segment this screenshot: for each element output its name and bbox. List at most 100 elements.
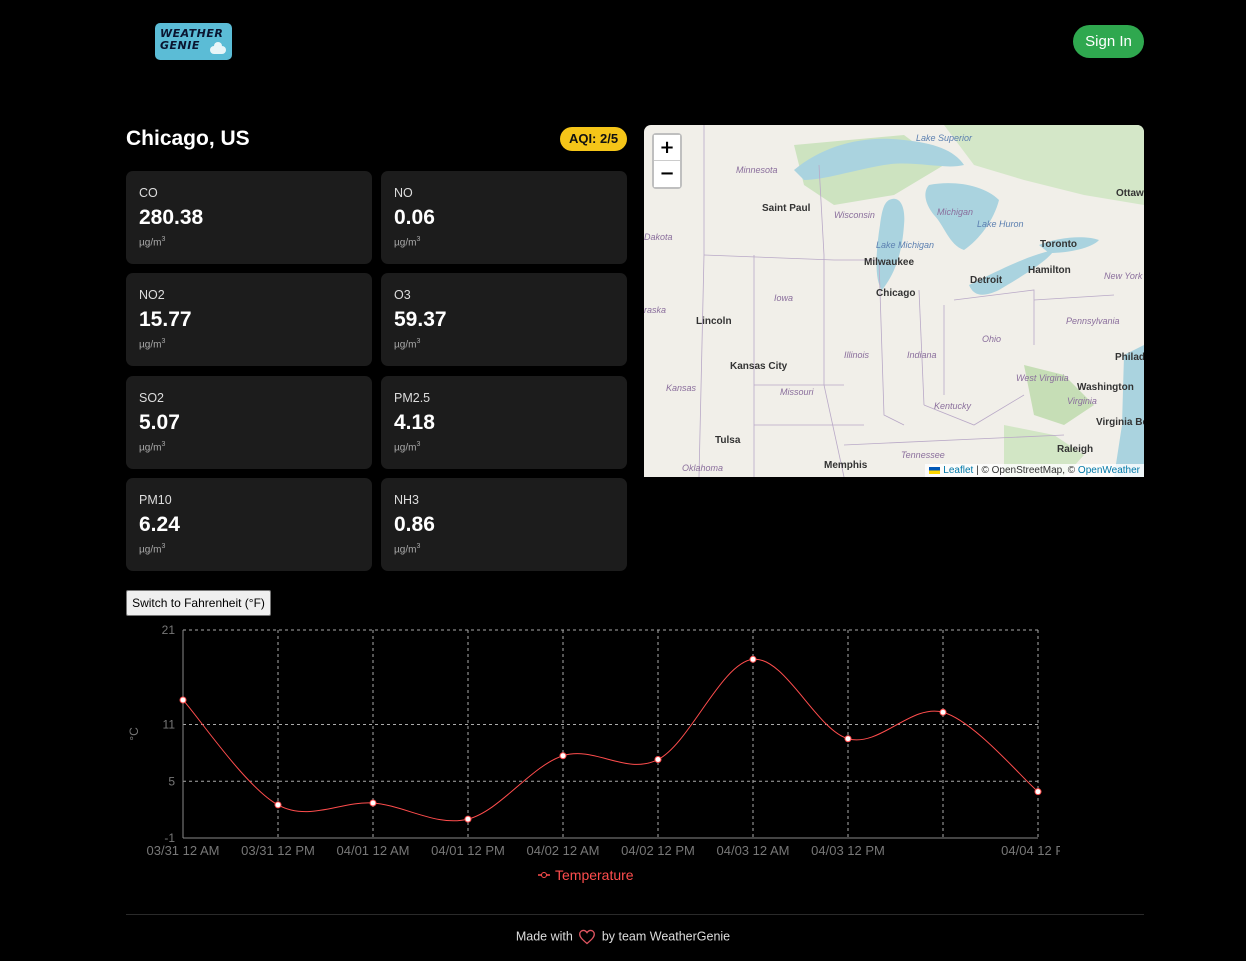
map-tiles [698, 125, 1144, 477]
zoom-in-button[interactable]: + [654, 135, 680, 161]
x-tick-label: 03/31 12 PM [241, 843, 315, 858]
map-label-washington: Washington [1077, 382, 1134, 393]
map-label-iowa: Iowa [774, 293, 794, 303]
sign-in-button[interactable]: Sign In [1073, 25, 1144, 58]
pollutant-name: CO [139, 186, 158, 200]
pollutant-card-o3: O3 59.37 µg/m3 [381, 273, 627, 366]
map-label-chicago: Chicago [876, 288, 916, 299]
map-label-milwaukee: Milwaukee [864, 257, 915, 268]
map-label-raska: raska [644, 305, 667, 315]
footer-divider [126, 914, 1144, 915]
map-label-michigan: Michigan [937, 207, 974, 217]
x-tick-label: 04/02 12 PM [621, 843, 695, 858]
footer-prefix: Made with [515, 929, 573, 944]
data-point [654, 756, 662, 764]
pollutant-card-so2: SO2 5.07 µg/m3 [126, 376, 372, 469]
logo-line-2: GENIE [160, 39, 200, 52]
pollutant-value: 280.38 [139, 206, 204, 229]
map-label-kansas: Kansas [666, 383, 697, 393]
data-point [1034, 788, 1042, 796]
pollutant-value: 59.37 [394, 308, 447, 331]
pollutant-unit: µg/m3 [394, 236, 421, 249]
map-label-virginia-be: Virginia Be [1096, 417, 1144, 428]
legend-marker [541, 872, 547, 878]
data-point [749, 655, 757, 663]
map-label-pennsylvania: Pennsylvania [1066, 316, 1120, 326]
map-label-illinois: Illinois [844, 350, 870, 360]
map-label-lake-huron: Lake Huron [977, 219, 1024, 229]
pollutant-name: NH3 [394, 493, 420, 507]
y-tick-label: 21 [162, 623, 176, 637]
map-label-ohio: Ohio [982, 334, 1002, 344]
x-tick-label: 03/31 12 AM [147, 843, 220, 858]
map-label-lincoln: Lincoln [696, 316, 732, 327]
map-label-raleigh: Raleigh [1057, 444, 1094, 455]
map-label-west-virginia: West Virginia [1016, 373, 1069, 383]
data-point [179, 696, 187, 704]
pollutant-unit: µg/m3 [394, 441, 421, 454]
pollutant-value: 0.86 [394, 513, 435, 536]
map-label-lake-superior: Lake Superior [916, 133, 973, 143]
map-label-kansas-city: Kansas City [730, 361, 788, 372]
map-label-wisconsin: Wisconsin [834, 210, 875, 220]
heart-icon [579, 929, 596, 945]
map-label-memphis: Memphis [824, 460, 868, 471]
footer-suffix: by team WeatherGenie [601, 929, 731, 944]
y-axis-label: °C [127, 727, 141, 741]
legend-label: Temperature [555, 867, 634, 883]
x-tick-label: 04/03 12 AM [717, 843, 790, 858]
pollutant-unit: µg/m3 [139, 441, 166, 454]
x-tick-label: 04/02 12 AM [527, 843, 600, 858]
attribution-separator: | © OpenStreetMap, © [973, 465, 1078, 476]
pollutant-name: O3 [394, 288, 411, 302]
map-label-virginia: Virginia [1067, 396, 1097, 406]
pollutant-unit: µg/m3 [139, 338, 166, 351]
map-label-oklahoma: Oklahoma [682, 463, 724, 473]
y-tick-label: -1 [164, 831, 175, 845]
pollutant-card-pm10: PM10 6.24 µg/m3 [126, 478, 372, 571]
pollutant-card-pm25: PM2.5 4.18 µg/m3 [381, 376, 627, 469]
unit-toggle-button[interactable]: Switch to Fahrenheit (°F) [126, 590, 271, 616]
pollutant-value: 5.07 [139, 411, 180, 434]
map[interactable]: Minnesota Saint Paul Wisconsin Michigan Lake… [644, 125, 1144, 477]
pollutant-value: 15.77 [139, 308, 192, 331]
y-tick-label: 5 [168, 774, 175, 788]
data-point [464, 815, 472, 823]
pollutant-name: NO [394, 186, 413, 200]
aqi-badge: AQI: 2/5 [560, 127, 627, 151]
map-label-toronto: Toronto [1040, 239, 1078, 250]
map-label-missouri: Missouri [780, 387, 814, 397]
map-label-philad: Philad [1115, 352, 1144, 363]
footer: Made with by team WeatherGenie [0, 929, 1246, 945]
data-point [844, 735, 852, 743]
x-tick-label: 04/03 12 PM [811, 843, 885, 858]
pollutant-value: 0.06 [394, 206, 435, 229]
y-tick-label: 11 [163, 718, 176, 732]
map-zoom-control: + − [652, 133, 682, 189]
data-point [939, 708, 947, 716]
pollutant-card-no2: NO2 15.77 µg/m3 [126, 273, 372, 366]
pollutant-unit: µg/m3 [394, 543, 421, 556]
ukraine-flag-icon [929, 466, 941, 474]
series-line-temperature [182, 658, 1039, 822]
map-label-hamilton: Hamilton [1028, 265, 1071, 276]
pollutant-value: 6.24 [139, 513, 180, 536]
pollutant-name: NO2 [139, 288, 165, 302]
map-label-kentucky: Kentucky [934, 401, 972, 411]
pollutant-unit: µg/m3 [139, 236, 166, 249]
map-label-tulsa: Tulsa [715, 435, 741, 446]
map-label-ottaw: Ottaw [1116, 188, 1144, 199]
x-tick-label: 04/04 12 PM [1001, 843, 1060, 858]
map-label-indiana: Indiana [907, 350, 937, 360]
pollutant-card-no: NO 0.06 µg/m3 [381, 171, 627, 264]
data-point [369, 799, 377, 807]
leaflet-link[interactable]: Leaflet [943, 465, 974, 476]
temperature-chart: -1 5 11 21 °C 03/31 12 AM 03/31 12 PM 04/01 12 … [127, 623, 1060, 883]
map-label-tennessee: Tennessee [901, 450, 945, 460]
pollutant-unit: µg/m3 [139, 543, 166, 556]
zoom-out-button[interactable]: − [654, 161, 680, 187]
x-tick-label: 04/01 12 PM [431, 843, 505, 858]
logo[interactable]: WEATHER GENIE [155, 23, 232, 60]
openweather-link[interactable]: OpenWeather [1077, 465, 1140, 476]
pollutant-name: PM2.5 [394, 391, 431, 405]
